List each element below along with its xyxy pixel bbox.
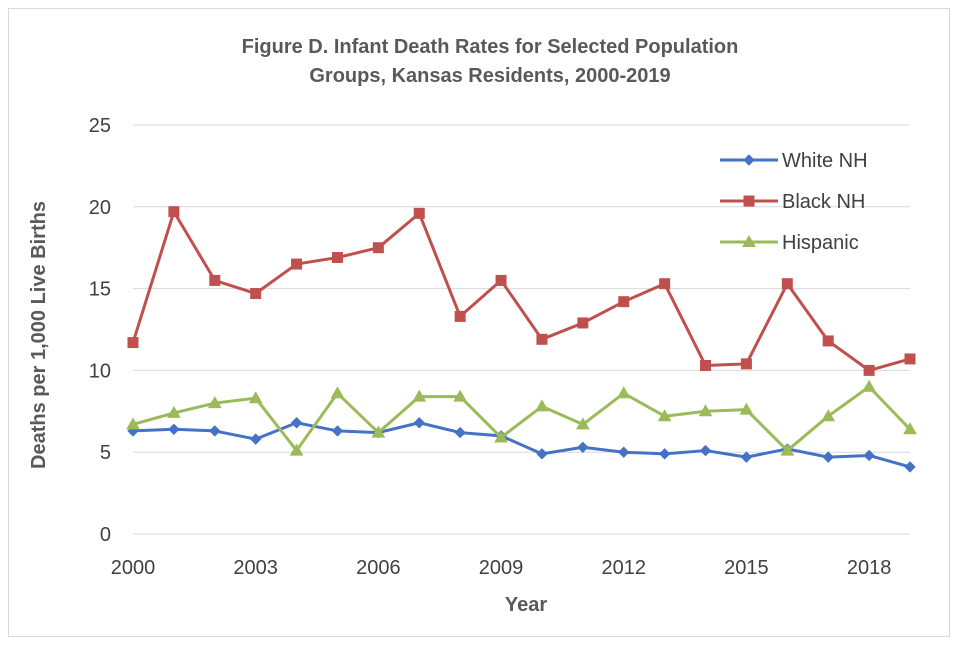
data-point xyxy=(862,379,876,392)
data-point xyxy=(290,417,303,429)
data-point xyxy=(249,433,262,445)
data-point xyxy=(739,402,754,415)
data-point xyxy=(821,409,836,422)
data-point xyxy=(536,448,548,460)
data-point xyxy=(207,396,222,409)
legend-label: Hispanic xyxy=(782,232,859,254)
data-point xyxy=(659,278,671,290)
data-point xyxy=(822,451,834,463)
data-point xyxy=(330,386,345,399)
x-tick-label: 2012 xyxy=(601,557,646,579)
chart-title: Figure D. Infant Death Rates for Selecte… xyxy=(242,36,739,87)
x-tick-label: 2003 xyxy=(233,557,278,579)
legend: White NH Black NH Hispanic xyxy=(720,150,868,254)
data-point xyxy=(780,443,795,456)
data-point xyxy=(453,389,468,402)
x-tick-label: 2009 xyxy=(479,557,524,579)
series-line xyxy=(131,421,912,469)
x-tick-label: 2000 xyxy=(111,557,156,579)
data-point xyxy=(413,417,425,429)
data-point xyxy=(781,278,793,290)
y-tick-label: 25 xyxy=(89,115,111,137)
legend-entry: White NH xyxy=(720,150,868,172)
data-point xyxy=(657,409,672,422)
data-point xyxy=(740,451,753,463)
data-point xyxy=(250,288,262,300)
x-axis-tick-labels: 2000 2003 2006 2009 2012 2015 2018 xyxy=(111,557,892,579)
data-point xyxy=(454,426,466,439)
chart-title-line-1: Figure D. Infant Death Rates for Selecte… xyxy=(242,36,739,58)
data-point xyxy=(168,206,180,218)
data-point xyxy=(413,207,425,219)
y-axis-title: Deaths per 1,000 Live Births xyxy=(28,201,50,469)
legend-marker xyxy=(743,154,755,166)
data-point xyxy=(904,353,916,365)
x-axis-title: Year xyxy=(505,594,547,616)
data-point xyxy=(740,358,752,370)
data-point xyxy=(863,364,875,376)
y-tick-label: 15 xyxy=(89,279,111,301)
series-line xyxy=(131,210,912,372)
series-white-nh xyxy=(127,417,916,473)
data-point xyxy=(168,423,180,436)
y-tick-label: 10 xyxy=(89,360,111,382)
series-line xyxy=(131,385,912,453)
legend-entry: Black NH xyxy=(720,191,865,213)
data-point xyxy=(577,441,589,453)
x-tick-label: 2018 xyxy=(847,557,892,579)
legend-label: White NH xyxy=(782,150,868,172)
x-tick-label: 2006 xyxy=(356,557,401,579)
data-point xyxy=(575,417,590,430)
data-point xyxy=(209,425,221,437)
data-point xyxy=(536,333,548,345)
chart-title-line-2: Groups, Kansas Residents, 2000-2019 xyxy=(309,65,670,87)
data-point xyxy=(700,359,712,371)
data-point xyxy=(289,443,304,456)
y-tick-label: 0 xyxy=(100,524,111,546)
legend-marker xyxy=(743,195,755,207)
data-point xyxy=(618,446,630,458)
data-point xyxy=(495,274,507,286)
data-point xyxy=(699,444,712,457)
data-point xyxy=(904,461,916,473)
data-point xyxy=(618,296,630,308)
data-point xyxy=(658,448,671,460)
y-tick-label: 5 xyxy=(100,442,111,464)
data-point xyxy=(331,425,344,437)
y-axis-tick-labels: 0 5 10 15 20 25 xyxy=(89,115,111,546)
data-point xyxy=(454,310,466,322)
legend-entry: Hispanic xyxy=(720,232,859,254)
series-hispanic xyxy=(126,379,917,456)
data-point xyxy=(291,258,303,270)
y-tick-label: 20 xyxy=(89,197,111,219)
data-point xyxy=(248,391,263,404)
data-point xyxy=(372,242,384,254)
data-series xyxy=(126,206,917,473)
data-point xyxy=(822,335,834,347)
x-tick-label: 2015 xyxy=(724,557,769,579)
data-point xyxy=(412,389,427,402)
data-point xyxy=(577,317,589,329)
data-point xyxy=(863,449,875,462)
legend-label: Black NH xyxy=(782,191,865,213)
legend-marker xyxy=(742,234,756,247)
data-point xyxy=(616,386,631,399)
data-point xyxy=(903,422,917,435)
data-point xyxy=(126,417,140,430)
data-point xyxy=(209,274,221,286)
data-point xyxy=(127,337,139,349)
series-black-nh xyxy=(127,206,916,376)
data-point xyxy=(535,399,549,412)
chart-frame xyxy=(8,8,950,637)
data-point xyxy=(331,252,343,264)
data-point xyxy=(494,430,508,443)
data-point xyxy=(371,425,386,438)
data-point xyxy=(167,405,181,418)
data-point xyxy=(698,404,713,417)
